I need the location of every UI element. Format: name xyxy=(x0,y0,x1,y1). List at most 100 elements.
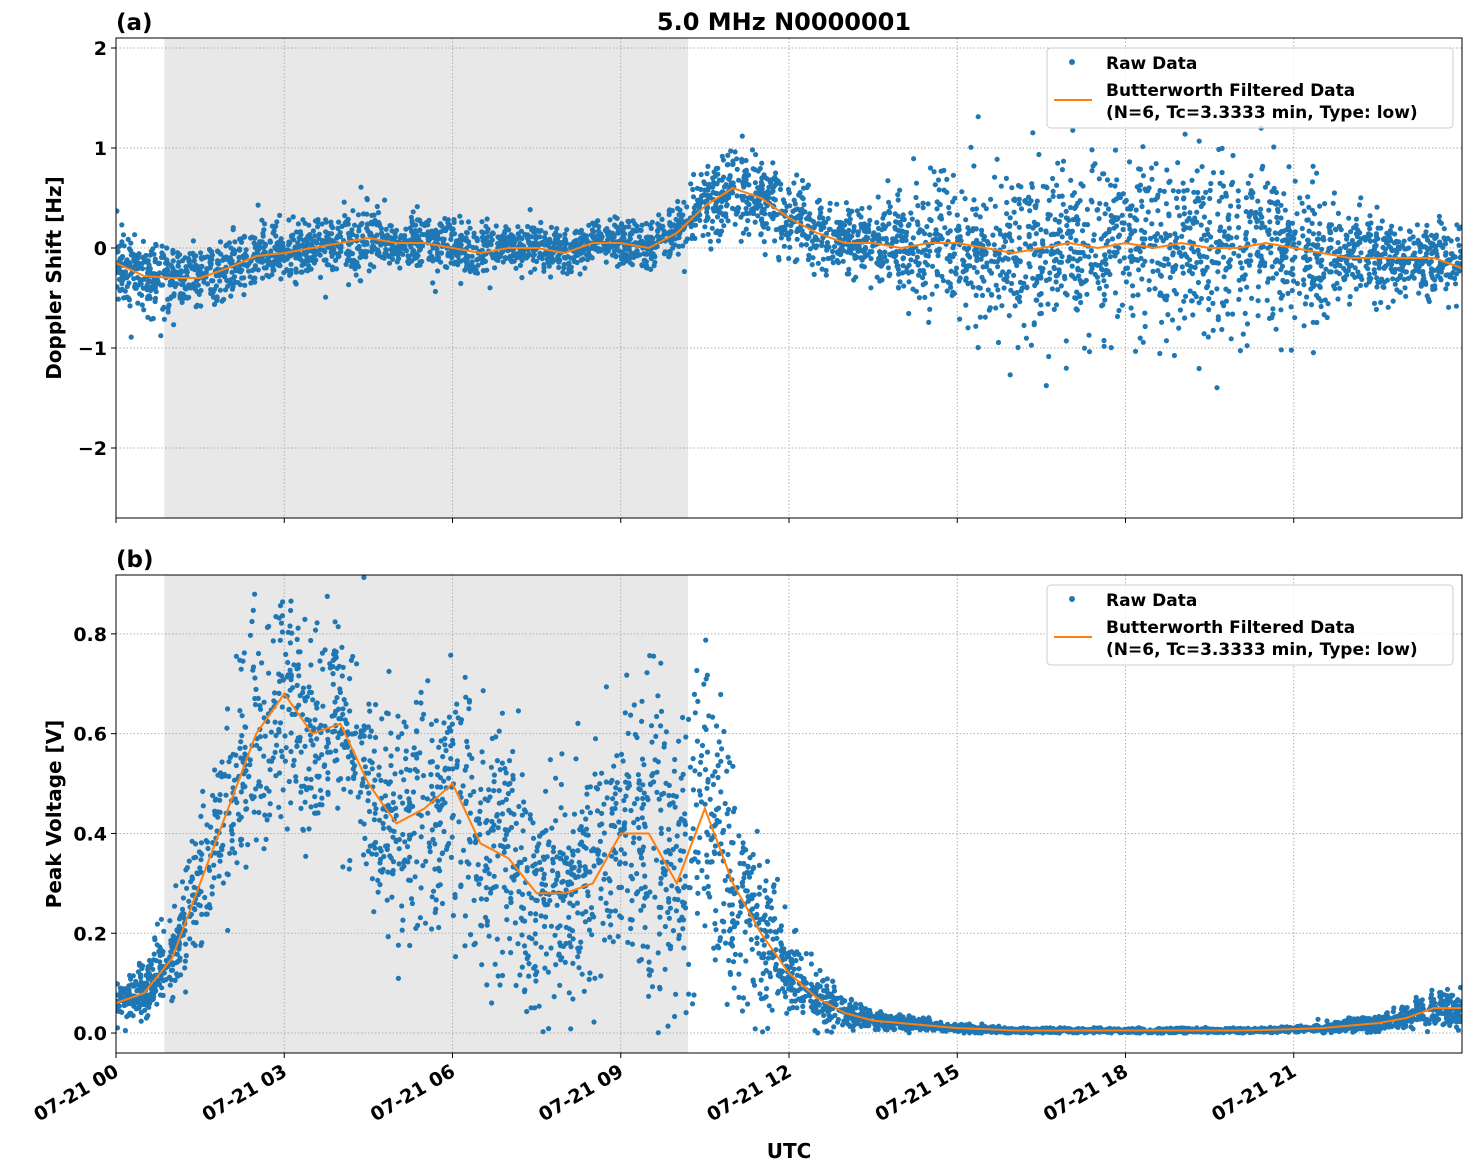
raw-data-point xyxy=(1221,255,1226,260)
raw-data-point xyxy=(1354,217,1359,222)
raw-data-point xyxy=(917,295,922,300)
raw-data-point xyxy=(1319,304,1324,309)
raw-data-point xyxy=(1328,230,1333,235)
raw-data-point xyxy=(1080,228,1085,233)
raw-data-point xyxy=(1372,301,1377,306)
raw-data-point xyxy=(1147,185,1152,190)
raw-data-point xyxy=(272,228,277,233)
raw-data-point xyxy=(449,855,454,860)
raw-data-point xyxy=(369,220,374,225)
raw-data-point xyxy=(1304,218,1309,223)
raw-data-point xyxy=(839,225,844,230)
raw-data-point xyxy=(323,257,328,262)
raw-data-point xyxy=(287,779,292,784)
raw-data-point xyxy=(670,246,675,251)
raw-data-point xyxy=(1249,296,1254,301)
raw-data-point xyxy=(739,239,744,244)
raw-data-point xyxy=(644,263,649,268)
raw-data-point xyxy=(491,843,496,848)
raw-data-point xyxy=(543,789,548,794)
raw-data-point xyxy=(1239,265,1244,270)
raw-data-point xyxy=(826,256,831,261)
raw-data-point xyxy=(763,252,768,257)
raw-data-point xyxy=(989,271,994,276)
raw-data-point xyxy=(648,223,653,228)
raw-data-point xyxy=(1265,298,1270,303)
raw-data-point xyxy=(816,261,821,266)
raw-data-point xyxy=(308,638,313,643)
raw-data-point xyxy=(988,197,993,202)
raw-data-point xyxy=(1230,312,1235,317)
raw-data-point xyxy=(550,868,555,873)
raw-data-point xyxy=(500,950,505,955)
raw-data-point xyxy=(1049,232,1054,237)
raw-data-point xyxy=(1175,160,1180,165)
raw-data-point xyxy=(1294,211,1299,216)
raw-data-point xyxy=(172,269,177,274)
raw-data-point xyxy=(1027,264,1032,269)
raw-data-point xyxy=(1202,214,1207,219)
raw-data-point xyxy=(489,819,494,824)
raw-data-point xyxy=(721,223,726,228)
raw-data-point xyxy=(1117,259,1122,264)
raw-data-point xyxy=(260,276,265,281)
raw-data-point xyxy=(346,282,351,287)
raw-data-point xyxy=(1127,223,1132,228)
raw-data-point xyxy=(153,286,158,291)
raw-data-point xyxy=(992,242,997,247)
raw-data-point xyxy=(1075,307,1080,312)
raw-data-point xyxy=(1283,208,1288,213)
raw-data-point xyxy=(513,847,518,852)
raw-data-point xyxy=(946,205,951,210)
raw-data-point xyxy=(1286,220,1291,225)
raw-data-point xyxy=(484,982,489,987)
raw-data-point xyxy=(1165,312,1170,317)
raw-data-point xyxy=(479,896,484,901)
raw-data-point xyxy=(605,237,610,242)
panel-label: (a) xyxy=(116,10,153,36)
raw-data-point xyxy=(1423,229,1428,234)
raw-data-point xyxy=(1418,245,1423,250)
raw-data-point xyxy=(642,258,647,263)
raw-data-point xyxy=(808,246,813,251)
raw-data-point xyxy=(901,263,906,268)
raw-data-point xyxy=(1149,259,1154,264)
raw-data-point xyxy=(1029,343,1034,348)
raw-data-point xyxy=(1002,285,1007,290)
raw-data-point xyxy=(1105,177,1110,182)
raw-data-point xyxy=(1305,194,1310,199)
raw-data-point xyxy=(243,865,248,870)
raw-data-point xyxy=(858,214,863,219)
raw-data-point xyxy=(473,270,478,275)
raw-data-point xyxy=(1201,201,1206,206)
raw-data-point xyxy=(1029,181,1034,186)
raw-data-point xyxy=(800,178,805,183)
raw-data-point xyxy=(1247,211,1252,216)
raw-data-point xyxy=(871,230,876,235)
raw-data-point xyxy=(996,340,1001,345)
raw-data-point xyxy=(1389,224,1394,229)
raw-data-point xyxy=(298,252,303,257)
raw-data-point xyxy=(1147,278,1152,283)
raw-data-point xyxy=(1208,188,1213,193)
raw-data-point xyxy=(933,232,938,237)
raw-data-point xyxy=(1059,213,1064,218)
raw-data-point xyxy=(914,181,919,186)
raw-data-point xyxy=(458,281,463,286)
raw-data-point xyxy=(562,262,567,267)
raw-data-point xyxy=(1266,208,1271,213)
raw-data-point xyxy=(926,201,931,206)
raw-data-point xyxy=(1270,264,1275,269)
raw-data-point xyxy=(217,273,222,278)
raw-data-point xyxy=(658,661,663,666)
raw-data-point xyxy=(1265,246,1270,251)
raw-data-point xyxy=(1102,292,1107,297)
raw-data-point xyxy=(180,300,185,305)
raw-data-point xyxy=(720,154,725,159)
raw-data-point xyxy=(1443,241,1448,246)
raw-data-point xyxy=(1300,233,1305,238)
raw-data-point xyxy=(1453,254,1458,259)
raw-data-point xyxy=(489,765,494,770)
raw-data-point xyxy=(876,232,881,237)
